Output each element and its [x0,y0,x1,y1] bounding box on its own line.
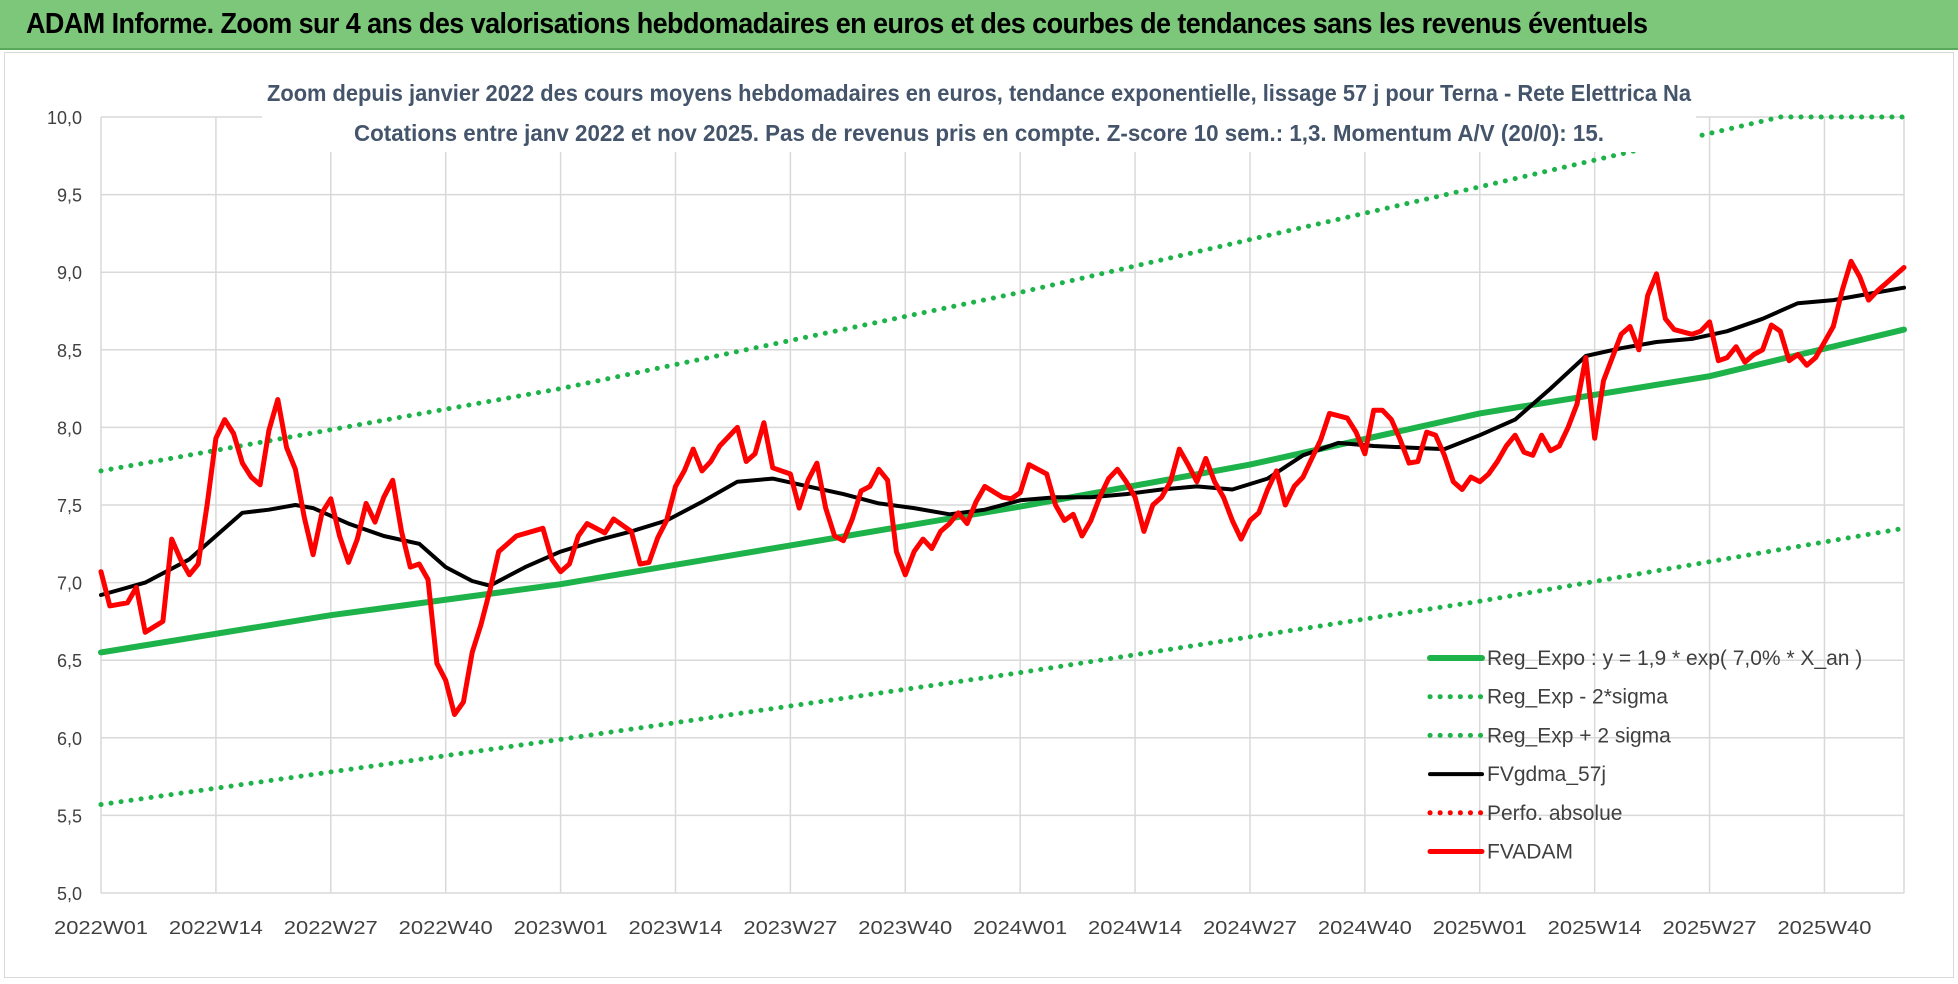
chart-grid [100,116,1905,894]
x-tick-label: 2024W27 [1203,918,1297,938]
legend-label: Reg_Exp - 2*sigma [1487,686,1668,709]
legend-label: FVADAM [1487,841,1573,864]
subtitle-background [262,112,1696,152]
x-tick-label: 2023W27 [743,918,837,938]
banner-title: ADAM Informe. Zoom sur 4 ans des valoris… [26,8,1648,40]
y-tick-label: 10,0 [47,108,82,128]
x-tick-label: 2025W40 [1777,918,1871,938]
y-tick-label: 6,0 [57,729,82,749]
x-tick-label: 2025W01 [1433,918,1527,938]
y-tick-label: 5,0 [57,884,82,904]
legend-label: Reg_Expo : y = 1,9 * exp( 7,0% * X_an ) [1487,647,1862,670]
chart-subtitle: Cotations entre janv 2022 et nov 2025. P… [354,120,1604,146]
y-tick-label: 9,0 [57,263,82,283]
series-line-fvgdma-57j [99,285,1906,597]
chart-title: Zoom depuis janvier 2022 des cours moyen… [267,80,1691,106]
header-banner: ADAM Informe. Zoom sur 4 ans des valoris… [0,0,1958,50]
x-tick-label: 2023W14 [628,918,722,938]
series-line-reg-exp-2-sigma [98,114,1907,474]
x-tick-label: 2024W14 [1088,918,1182,938]
legend-label: Reg_Exp + 2 sigma [1487,724,1671,747]
x-tick-label: 2025W14 [1548,918,1642,938]
x-tick-label: 2024W40 [1318,918,1412,938]
chart-frame [4,52,1954,978]
x-tick-label: 2022W01 [54,918,148,938]
title-background [262,72,1696,112]
series-line-reg-expo-y-1-9-exp-7-0-x-an [98,326,1907,656]
chart-series [98,114,1907,807]
x-tick-label: 2022W40 [399,918,493,938]
x-tick-label: 2023W01 [514,918,608,938]
y-tick-label: 8,0 [57,418,82,438]
y-tick-label: 8,5 [57,341,82,361]
x-tick-label: 2025W27 [1663,918,1757,938]
x-tick-label: 2023W40 [858,918,952,938]
y-tick-label: 7,5 [57,496,82,516]
x-tick-label: 2022W14 [169,918,263,938]
y-tick-label: 7,0 [57,574,82,594]
legend-label: Perfo. absolue [1487,802,1622,825]
y-tick-label: 5,5 [57,806,82,826]
y-tick-label: 9,5 [57,186,82,206]
chart-legend: Reg_Expo : y = 1,9 * exp( 7,0% * X_an ) R… [1427,647,1862,864]
series-line-fvadam [98,258,1907,717]
y-axis-ticks: 5,0 5,5 6,0 6,5 7,0 7,5 8,0 8,5 9,0 9,5 10,0 [47,108,82,904]
x-axis-ticks: 2022W01 2022W14 2022W27 2022W40 2023W01 2023W… [54,918,1871,938]
legend-label: FVgdma_57j [1487,763,1606,786]
x-tick-label: 2022W27 [284,918,378,938]
series-line-reg-exp-2-sigma [98,525,1907,807]
x-tick-label: 2024W01 [973,918,1067,938]
y-tick-label: 6,5 [57,651,82,671]
